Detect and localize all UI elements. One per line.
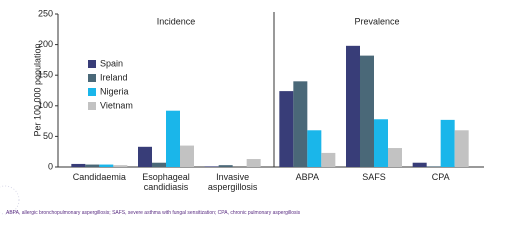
legend-label: Spain [100, 58, 123, 68]
section-label: Incidence [157, 16, 196, 26]
bar [138, 146, 152, 167]
bar [166, 110, 180, 167]
bar [412, 162, 427, 167]
bar [346, 45, 360, 167]
y-tick-label: 250 [38, 8, 53, 18]
bar [279, 91, 294, 167]
bar [321, 152, 336, 167]
bar [204, 166, 219, 167]
bar [293, 81, 308, 167]
legend-label: Vietnam [100, 100, 133, 110]
bar [246, 159, 261, 167]
y-tick-label: 100 [38, 100, 53, 110]
bar [85, 164, 100, 167]
bar [374, 119, 388, 167]
x-tick-label: Invasive aspergillosis [207, 172, 258, 192]
bar [454, 130, 469, 167]
bar [71, 163, 86, 167]
footnote: ABPA, allergic bronchopulmonary aspergil… [6, 210, 301, 216]
legend-swatch [88, 60, 96, 68]
legend-label: Ireland [100, 72, 128, 82]
bar [113, 165, 128, 167]
legend-swatch [88, 74, 96, 82]
bar [218, 165, 233, 167]
x-tick-label: ABPA [295, 172, 319, 182]
bar [426, 166, 441, 167]
y-tick-label: 150 [38, 70, 53, 80]
y-axis-label: Per 100,000 population [32, 43, 42, 136]
y-tick-label: 0 [48, 161, 53, 171]
bar [152, 162, 166, 167]
x-tick-label: Candidaemia [72, 172, 126, 182]
section-label: Prevalence [354, 16, 399, 26]
x-tick-label: Esophageal candidiasis [142, 172, 190, 192]
bar [388, 148, 402, 167]
legend-swatch [88, 88, 96, 96]
bar [180, 145, 194, 167]
decoration [0, 185, 20, 215]
bar [360, 55, 374, 168]
legend-swatch [88, 102, 96, 110]
x-tick-label: CPA [431, 172, 450, 182]
bar [440, 119, 455, 167]
bar [99, 164, 114, 167]
y-tick-label: 50 [43, 131, 53, 141]
chart: Per 100,000 population 0 50 100 150 200 250 In… [0, 8, 484, 215]
page: Per 100,000 population 0 50 100 150 200 250 In… [0, 8, 484, 216]
legend-label: Nigeria [100, 86, 129, 96]
x-tick-label: SAFS [362, 172, 386, 182]
bar [307, 130, 322, 167]
y-tick-label: 200 [38, 39, 53, 49]
